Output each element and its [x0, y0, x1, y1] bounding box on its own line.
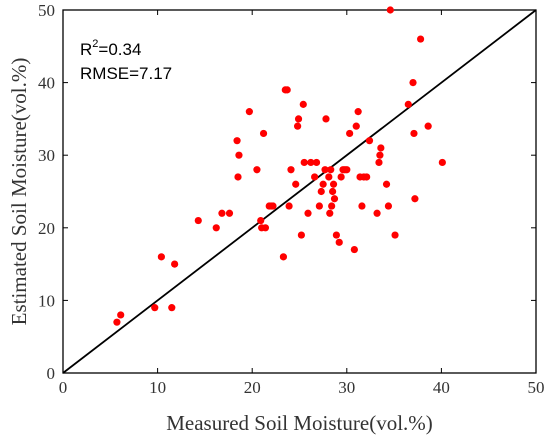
- data-point-11: [234, 173, 242, 181]
- data-point-74: [410, 129, 418, 138]
- data-point-60: [358, 202, 366, 210]
- data-points: [113, 6, 446, 326]
- data-point-21: [269, 202, 277, 210]
- x-tick-label-3: 30: [338, 378, 355, 397]
- data-point-50: [335, 238, 343, 246]
- r-squared-annotation: R2=0.34: [80, 38, 141, 59]
- data-point-9: [225, 209, 234, 217]
- data-point-77: [424, 122, 432, 130]
- data-point-26: [287, 166, 295, 174]
- data-point-15: [257, 216, 265, 225]
- data-point-43: [326, 209, 334, 217]
- data-point-5: [171, 260, 179, 268]
- data-point-12: [235, 151, 243, 159]
- data-point-55: [346, 129, 354, 138]
- data-point-17: [259, 129, 268, 138]
- data-point-42: [325, 173, 333, 181]
- data-point-32: [300, 158, 308, 167]
- x-axis-label: Measured Soil Moisture(vol.%): [166, 411, 433, 435]
- data-point-24: [283, 86, 291, 94]
- y-tick-label-4: 40: [38, 74, 55, 93]
- data-point-78: [438, 158, 446, 167]
- data-point-47: [329, 180, 338, 188]
- data-point-75: [411, 195, 419, 203]
- y-tick-label-0: 0: [47, 364, 56, 383]
- data-point-2: [151, 304, 159, 312]
- data-point-65: [375, 158, 383, 167]
- data-point-58: [354, 108, 362, 116]
- data-point-22: [279, 253, 288, 261]
- data-point-30: [297, 231, 305, 239]
- data-point-67: [377, 144, 385, 152]
- y-tick-label-1: 10: [38, 291, 55, 310]
- y-tick-label-2: 20: [38, 219, 55, 238]
- data-point-7: [212, 224, 220, 232]
- data-point-56: [350, 245, 358, 254]
- data-point-73: [409, 79, 417, 87]
- data-point-66: [376, 151, 384, 159]
- data-point-46: [329, 187, 337, 196]
- axis-tick-labels: 0 10 20 30 40 50 0 10 20 30 40 50: [38, 1, 545, 397]
- data-point-69: [384, 202, 393, 210]
- data-point-10: [233, 137, 241, 145]
- data-point-37: [315, 202, 323, 210]
- x-tick-label-5: 50: [528, 378, 545, 397]
- x-tick-label-4: 40: [433, 378, 450, 397]
- data-point-25: [285, 202, 293, 210]
- data-point-34: [307, 158, 315, 167]
- data-point-14: [253, 166, 261, 174]
- data-point-72: [404, 100, 412, 108]
- x-tick-label-1: 10: [149, 378, 166, 397]
- y-tick-label-3: 30: [38, 146, 55, 165]
- data-point-44: [327, 166, 335, 174]
- rmse-annotation: RMSE=7.17: [80, 64, 172, 83]
- data-point-38: [317, 187, 325, 196]
- data-point-76: [416, 35, 425, 43]
- data-point-6: [194, 216, 202, 225]
- data-point-3: [157, 253, 165, 261]
- x-tick-label-2: 20: [244, 378, 261, 397]
- data-point-40: [321, 166, 329, 174]
- data-point-49: [332, 231, 340, 239]
- y-tick-label-5: 50: [38, 1, 55, 20]
- data-point-0: [113, 318, 121, 326]
- data-point-68: [382, 180, 391, 188]
- data-point-70: [386, 6, 394, 14]
- data-point-4: [168, 304, 176, 312]
- data-point-18: [261, 224, 270, 232]
- axis-ticks: [62, 9, 537, 374]
- data-point-63: [365, 137, 374, 145]
- data-point-36: [312, 158, 321, 167]
- data-point-35: [311, 173, 319, 181]
- data-point-64: [373, 209, 381, 217]
- data-point-27: [292, 180, 300, 188]
- data-point-29: [294, 115, 303, 123]
- x-tick-label-0: 0: [59, 378, 68, 397]
- data-point-48: [330, 195, 339, 203]
- data-point-8: [218, 209, 226, 217]
- data-point-54: [343, 166, 351, 174]
- data-point-57: [352, 122, 360, 130]
- data-point-33: [304, 209, 312, 217]
- data-point-39: [319, 180, 327, 188]
- data-point-45: [328, 202, 336, 210]
- data-point-51: [337, 173, 345, 181]
- y-axis-label: Estimated Soil Moisture(vol.%): [7, 58, 31, 326]
- one-to-one-line: [62, 9, 537, 374]
- data-point-1: [117, 311, 125, 319]
- data-point-28: [294, 122, 302, 130]
- data-point-62: [363, 173, 371, 181]
- data-point-71: [391, 231, 399, 239]
- data-point-41: [322, 115, 330, 123]
- data-point-31: [299, 100, 307, 108]
- data-point-13: [245, 108, 253, 116]
